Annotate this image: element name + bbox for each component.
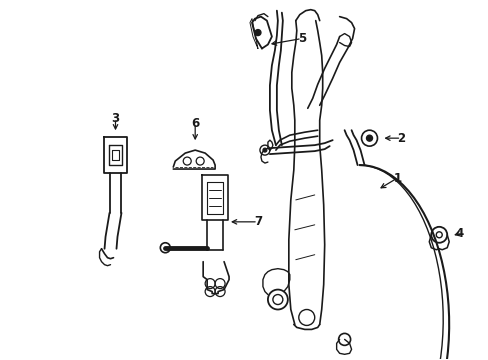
Text: 1: 1 <box>392 171 401 185</box>
Text: 6: 6 <box>191 117 199 130</box>
Text: 7: 7 <box>253 215 262 228</box>
Text: 3: 3 <box>111 112 120 125</box>
Circle shape <box>254 30 261 36</box>
Text: 2: 2 <box>397 132 405 145</box>
Circle shape <box>366 135 372 141</box>
Circle shape <box>263 148 266 152</box>
Text: 5: 5 <box>297 32 305 45</box>
Text: 4: 4 <box>454 227 462 240</box>
